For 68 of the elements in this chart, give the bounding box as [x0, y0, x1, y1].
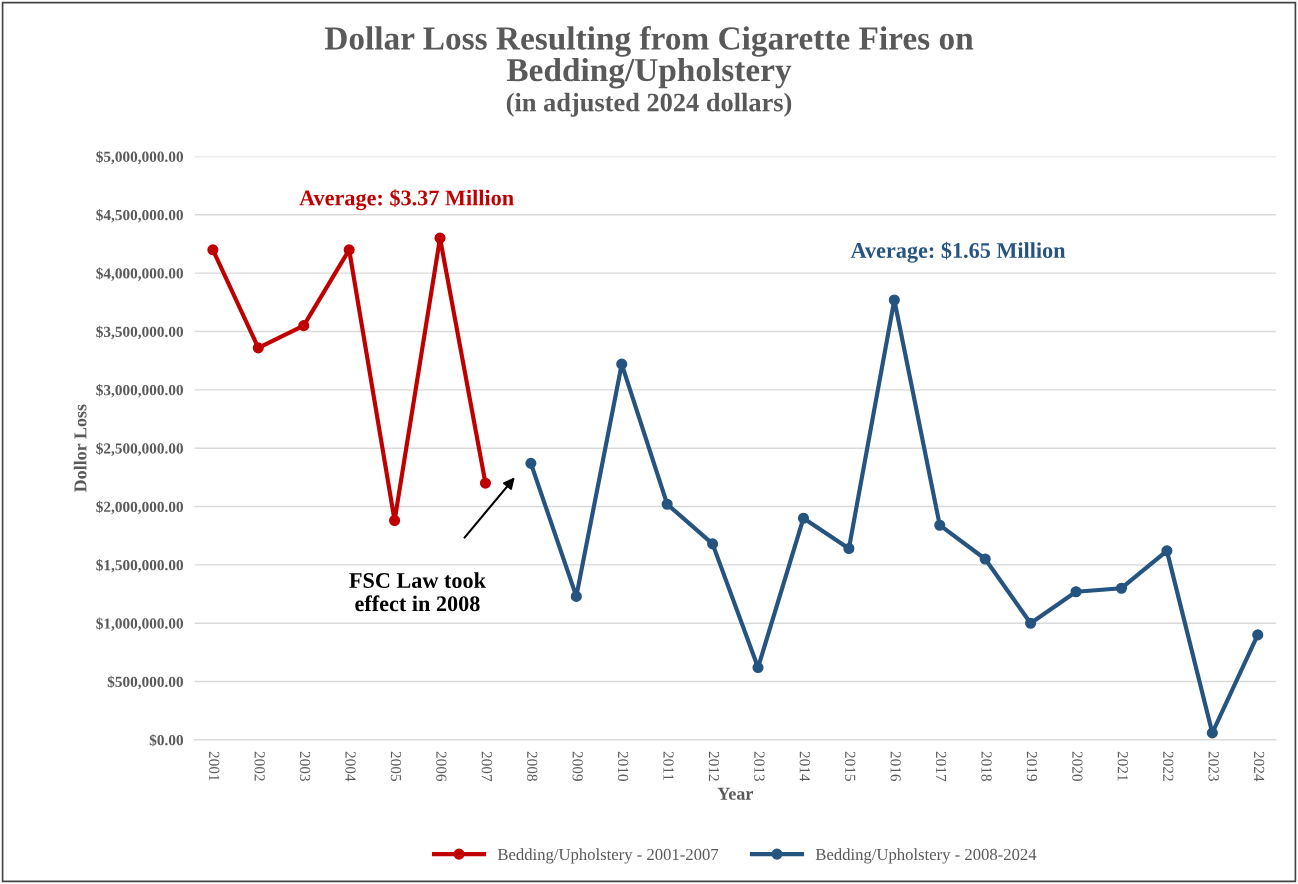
- point: [797, 512, 810, 524]
- x-tick-label: 2007: [481, 751, 492, 782]
- x-tick-label: 2023: [1208, 751, 1219, 781]
- x-tick-label: 2009: [572, 751, 583, 781]
- x-tick-label: 2014: [799, 751, 810, 782]
- y-tick-label: $2,500,000.00: [96, 442, 184, 456]
- x-axis-title: Year: [717, 787, 753, 800]
- x-tick-label: 2022: [1163, 751, 1174, 781]
- chart-title: Dollar Loss Resulting from Cigarette Fires on Bedding/Upholstery: [324, 25, 974, 89]
- annotation: Average: $1.65 Million: [850, 241, 1066, 263]
- point: [252, 342, 264, 354]
- x-tick-label: 2011: [663, 751, 674, 781]
- point: [1252, 629, 1264, 641]
- point: [525, 457, 537, 469]
- chart-subtitle: (in adjusted 2024 dollars): [506, 92, 792, 117]
- y-tick-label: $3,500,000.00: [96, 325, 184, 340]
- point: [1025, 617, 1037, 629]
- x-tick-label: 2006: [436, 751, 447, 782]
- point: [434, 232, 446, 244]
- x-tick-label: 2002: [254, 751, 265, 781]
- y-tick-label: $1,500,000.00: [96, 559, 184, 573]
- point: [479, 477, 492, 489]
- y-tick-label: $500,000.00: [107, 675, 184, 690]
- point: [570, 590, 582, 602]
- point: [207, 244, 219, 256]
- x-tick-label: 2003: [299, 751, 311, 781]
- x-tick-label: 2024: [1253, 751, 1265, 782]
- y-tick-label: $4,500,000.00: [96, 209, 184, 223]
- point: [616, 358, 628, 370]
- legend-label: Bedding/Upholstery - 2001-2007: [497, 848, 719, 864]
- x-tick-label: 2020: [1072, 751, 1083, 781]
- y-tick-label: $3,000,000.00: [96, 384, 184, 398]
- x-tick-label: 2017: [935, 751, 947, 782]
- x-tick-label: 2016: [890, 751, 901, 782]
- x-tick-label: 2004: [345, 751, 356, 782]
- point: [888, 294, 900, 306]
- point: [1115, 582, 1128, 594]
- point: [1070, 586, 1082, 598]
- point: [1161, 545, 1173, 557]
- y-tick-label: $5,000,000.00: [96, 150, 184, 165]
- point: [707, 538, 719, 550]
- y-tick-label: $4,000,000.00: [96, 267, 184, 281]
- y-tick-label: $1,000,000.00: [96, 617, 184, 631]
- legend-label: Bedding/Upholstery - 2008-2024: [815, 848, 1037, 864]
- x-tick-label: 2008: [527, 751, 538, 781]
- point: [661, 498, 673, 510]
- x-tick-label: 2019: [1026, 751, 1038, 781]
- annotation: Average: $3.37 Million: [299, 189, 514, 211]
- x-tick-label: 2005: [390, 751, 402, 781]
- point: [343, 244, 355, 256]
- point: [934, 519, 946, 531]
- x-tick-label: 2018: [981, 751, 992, 781]
- point: [979, 553, 991, 565]
- x-tick-label: 2021: [1117, 751, 1128, 781]
- x-tick-label: 2010: [617, 751, 629, 781]
- x-tick-label: 2001: [209, 751, 220, 781]
- point: [298, 320, 310, 332]
- y-tick-label: $0.00: [149, 734, 184, 747]
- point: [752, 662, 764, 674]
- point: [843, 542, 855, 555]
- x-tick-label: 2012: [708, 751, 720, 781]
- annotation: FSC Law took effect in 2008: [349, 572, 486, 612]
- y-axis-title: Dollor Loss: [73, 404, 87, 493]
- point: [389, 514, 401, 527]
- y-tick-label: $2,000,000.00: [96, 500, 184, 515]
- point: [1206, 727, 1218, 739]
- x-tick-label: 2013: [754, 751, 765, 781]
- x-tick-label: 2015: [845, 751, 856, 781]
